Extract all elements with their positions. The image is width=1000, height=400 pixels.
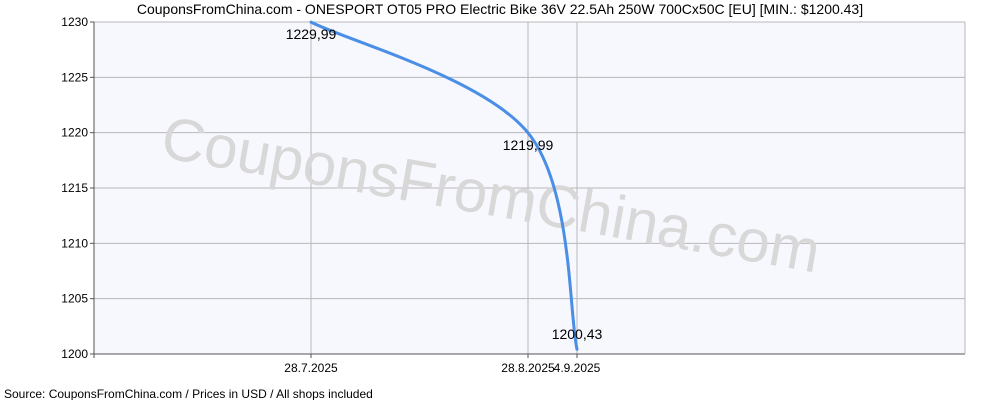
x-tick-label: 4.9.2025 (554, 361, 601, 375)
data-label: 1229,99 (286, 26, 337, 42)
data-point (309, 20, 313, 24)
y-tick-label: 1210 (61, 236, 88, 250)
x-tick-label: 28.7.2025 (284, 361, 338, 375)
y-tick-label: 1205 (61, 292, 88, 306)
chart-title: CouponsFromChina.com - ONESPORT OT05 PRO… (137, 1, 863, 17)
y-tick-label: 1220 (61, 126, 88, 140)
y-tick-label: 1200 (61, 347, 88, 361)
y-tick-label: 1225 (61, 70, 88, 84)
data-label: 1219,99 (503, 137, 554, 153)
data-point (575, 347, 579, 351)
y-tick-label: 1230 (61, 15, 88, 29)
series-layer (309, 20, 579, 351)
source-footer: Source: CouponsFromChina.com / Prices in… (4, 387, 373, 400)
x-tick-label: 28.8.2025 (501, 361, 555, 375)
data-labels: 1229,99 1219,99 1200,43 (286, 26, 603, 342)
data-label: 1200,43 (552, 326, 603, 342)
data-point (526, 131, 530, 135)
y-tick-label: 1215 (61, 181, 88, 195)
y-axis-ticks: 1230 1225 1220 1215 1210 1205 1200 (61, 15, 94, 361)
